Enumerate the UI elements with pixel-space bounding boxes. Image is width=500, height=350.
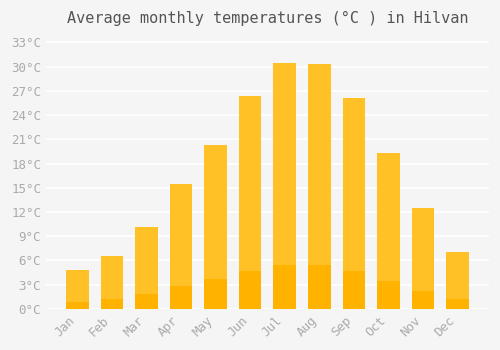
Bar [446, 299, 469, 309]
Bar [135, 294, 158, 309]
Bar [170, 184, 192, 309]
Bar [100, 257, 123, 309]
Bar [446, 252, 469, 309]
Bar [377, 153, 400, 309]
Bar [377, 281, 400, 309]
Bar [239, 271, 262, 309]
Bar [274, 265, 296, 309]
Bar [204, 279, 227, 309]
Bar [66, 270, 88, 309]
Bar [308, 64, 330, 309]
Bar [66, 302, 88, 309]
Bar [135, 226, 158, 309]
Bar [239, 97, 262, 309]
Bar [170, 286, 192, 309]
Title: Average monthly temperatures (°C ) in Hilvan: Average monthly temperatures (°C ) in Hi… [66, 11, 468, 26]
Bar [342, 98, 365, 309]
Bar [412, 208, 434, 309]
Bar [412, 291, 434, 309]
Bar [204, 145, 227, 309]
Bar [100, 300, 123, 309]
Bar [274, 63, 296, 309]
Bar [308, 265, 330, 309]
Bar [342, 271, 365, 309]
